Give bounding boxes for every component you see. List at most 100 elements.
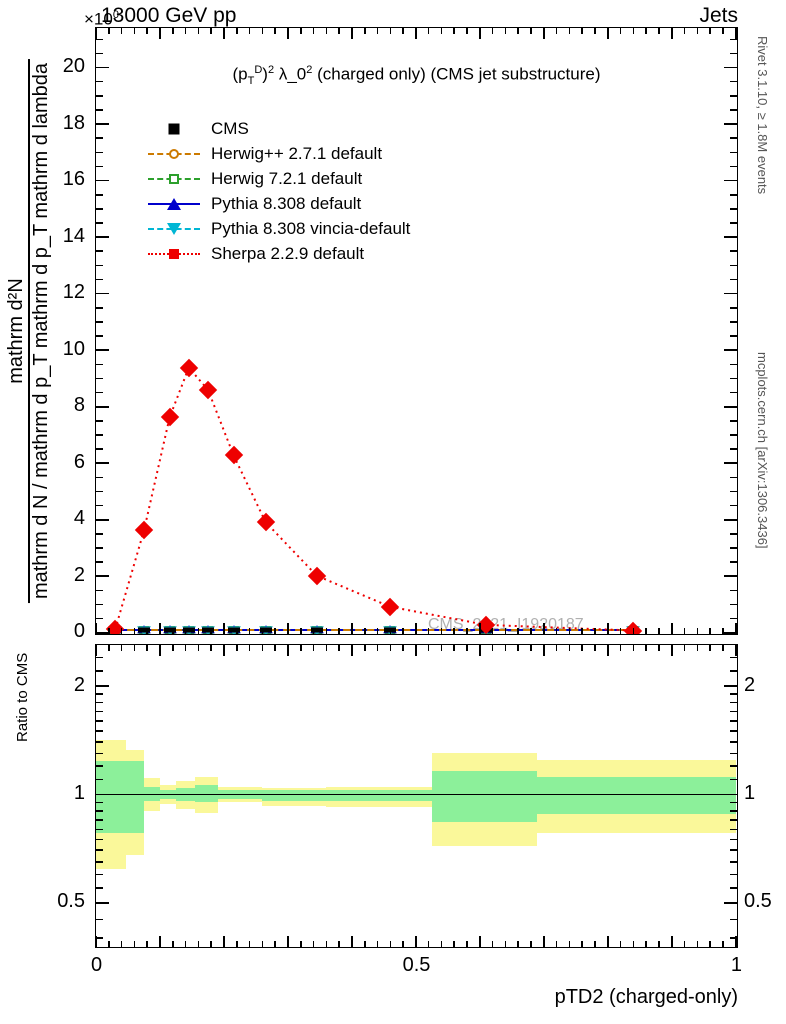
axis-tick: [96, 434, 103, 436]
axis-tick: [389, 28, 392, 34]
axis-tick: [568, 645, 571, 651]
axis-tick: [287, 936, 289, 947]
series-line: [114, 365, 634, 632]
axis-tick: [453, 645, 456, 651]
axis-tick: [730, 693, 737, 695]
axis-tick: [696, 28, 699, 34]
axis-tick: [730, 109, 737, 111]
plot-title: (pTD)2 λ_02 (charged only) (CMS jet subs…: [232, 64, 601, 88]
axis-tick: [658, 941, 660, 947]
axis-tick: [210, 645, 212, 651]
axis-tick: [730, 264, 737, 267]
axis-tick: [594, 645, 596, 651]
axis-tick: [96, 66, 109, 69]
y-tick-label: 20: [62, 55, 85, 78]
axis-tick: [146, 628, 148, 634]
axis-tick: [312, 645, 315, 651]
axis-tick: [96, 685, 109, 687]
axis-tick: [402, 645, 404, 651]
axis-tick: [96, 335, 103, 337]
axis-tick: [351, 936, 353, 947]
axis-tick: [427, 941, 430, 947]
legend-label: Herwig++ 2.7.1 default: [211, 143, 383, 163]
axis-tick: [96, 208, 103, 210]
axis-tick: [415, 623, 417, 634]
axis-tick: [730, 819, 737, 821]
axis-tick: [96, 861, 103, 863]
axis-tick: [171, 28, 174, 34]
axis-tick: [724, 632, 737, 634]
axis-tick: [619, 628, 622, 634]
axis-tick: [96, 730, 103, 732]
axis-tick: [210, 941, 212, 947]
legend-marker-herwigpp: [148, 143, 200, 165]
x-tick-label: 1: [730, 954, 742, 976]
legend-marker-pythia-vincia: [148, 218, 200, 240]
axis-tick: [730, 391, 737, 394]
axis-tick: [709, 628, 711, 634]
axis-tick: [402, 28, 404, 34]
axis-tick: [724, 292, 737, 295]
main-plot-canvas: (pTD)2 λ_02 (charged only) (CMS jet subs…: [96, 28, 737, 634]
axis-tick: [133, 628, 136, 634]
axis-tick: [504, 28, 507, 34]
y-axis-exponent-label: ×100: [84, 9, 119, 29]
y-tick-label: 8: [73, 394, 85, 417]
axis-tick: [120, 645, 123, 651]
axis-tick: [671, 28, 673, 39]
axis-tick: [607, 936, 609, 947]
data-point-marker: [137, 627, 150, 633]
axis-tick: [96, 589, 103, 592]
axis-tick: [730, 448, 737, 450]
legend-label: Pythia 8.308 vincia-default: [211, 218, 411, 238]
axis-tick: [96, 321, 103, 323]
y-axis-label-numerator: mathrm d²N: [5, 278, 27, 384]
axis-tick: [402, 628, 404, 634]
axis-tick: [96, 38, 103, 41]
axis-tick: [338, 28, 340, 34]
ratio-band-inner: [537, 776, 736, 815]
axis-tick: [730, 208, 737, 210]
axis-tick: [96, 547, 103, 549]
axis-tick: [730, 752, 737, 755]
rivet-version-note: Rivet 3.1.10, ≥ 1.8M events: [755, 36, 770, 195]
axis-tick: [730, 250, 737, 253]
axis-tick: [632, 645, 635, 651]
axis-tick: [730, 656, 737, 659]
axis-tick: [338, 645, 340, 651]
axis-tick: [479, 645, 481, 656]
axis-tick: [96, 670, 103, 672]
axis-tick: [440, 28, 443, 34]
axis-tick: [96, 752, 103, 755]
ratio-band-inner: [126, 760, 144, 834]
axis-tick: [543, 28, 545, 39]
axis-tick: [730, 278, 737, 281]
axis-tick: [389, 941, 392, 947]
axis-tick: [504, 628, 507, 634]
axis-tick: [96, 363, 103, 366]
axis-tick: [184, 28, 187, 34]
axis-tick: [479, 623, 481, 634]
axis-tick: [724, 349, 737, 351]
axis-tick: [724, 179, 737, 182]
axis-tick: [96, 918, 103, 921]
legend-label: CMS: [211, 118, 249, 138]
axis-tick: [312, 628, 315, 634]
axis-tick: [730, 38, 737, 41]
axis-tick: [722, 645, 724, 651]
axis-tick: [351, 645, 353, 656]
axis-tick: [735, 936, 737, 947]
y-tick-label: 0: [73, 620, 85, 643]
ratio-band-inner: [96, 760, 127, 834]
axis-tick: [96, 533, 103, 535]
axis-tick: [440, 645, 443, 651]
axis-tick: [248, 628, 251, 634]
axis-tick: [96, 887, 103, 889]
axis-tick: [724, 123, 737, 125]
axis-tick: [724, 462, 737, 465]
axis-tick: [504, 645, 507, 651]
axis-tick: [453, 28, 456, 34]
axis-tick: [96, 765, 103, 767]
axis-tick: [730, 918, 737, 921]
axis-tick: [96, 902, 109, 904]
